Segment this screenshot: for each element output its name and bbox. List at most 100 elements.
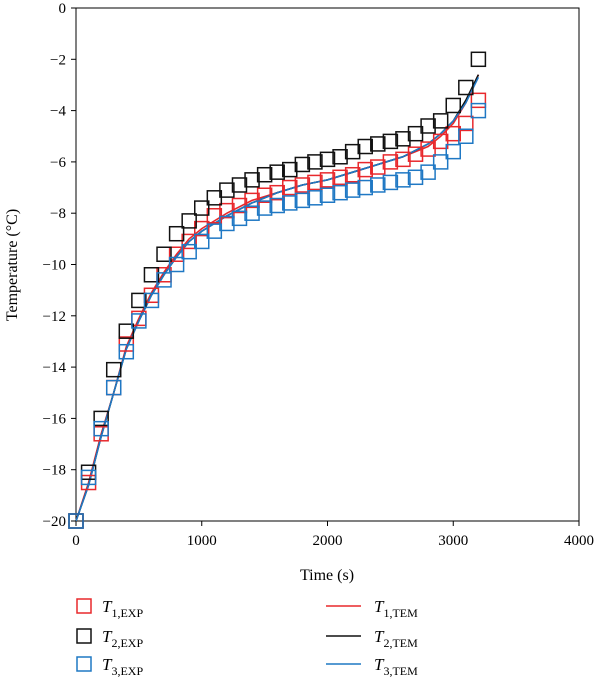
x-axis-title: Time (s) — [300, 567, 354, 584]
marker-t3-exp — [382, 174, 399, 191]
marker-t3-exp — [219, 215, 235, 232]
marker-t3-exp — [244, 205, 260, 221]
marker-t2-exp — [244, 172, 260, 188]
marker-t3-exp — [194, 233, 210, 250]
marker-t3-exp — [407, 169, 424, 186]
marker-t3-exp — [269, 197, 285, 214]
y-tick-label: −18 — [43, 463, 66, 479]
legend-label-t3-exp: T3,EXP — [102, 655, 143, 678]
marker-t3-exp — [156, 272, 172, 288]
x-tick-label: 1000 — [187, 533, 217, 549]
marker-t2-exp — [181, 213, 197, 229]
marker-t2-exp — [370, 136, 386, 152]
marker-t2-exp — [395, 131, 411, 147]
marker-t2-exp — [319, 151, 336, 168]
marker-t2-exp — [458, 79, 474, 96]
legend-marker-t3-exp — [76, 656, 92, 672]
marker-t2-exp — [269, 164, 285, 180]
marker-t3-exp — [458, 128, 474, 144]
series-line-t2-tem — [75, 74, 480, 522]
marker-t2-exp — [470, 51, 487, 68]
legend-marker-t2-exp — [76, 628, 92, 644]
marker-t3-exp — [118, 343, 135, 360]
marker-t3-exp — [370, 177, 386, 193]
marker-t3-exp — [256, 200, 273, 216]
marker-t1-exp — [370, 159, 386, 175]
plot-frame — [75, 7, 580, 522]
y-tick-label: 0 — [59, 1, 67, 17]
y-tick-label: −16 — [43, 411, 67, 427]
marker-t2-exp — [118, 323, 135, 339]
marker-t3-exp — [93, 420, 109, 437]
marker-t1-exp — [357, 161, 373, 178]
y-tick-label: −4 — [50, 104, 66, 120]
marker-t3-exp — [181, 243, 197, 260]
marker-t1-exp — [269, 184, 285, 201]
marker-t2-exp — [357, 138, 373, 155]
marker-t2-exp — [282, 161, 298, 178]
marker-t3-exp — [231, 210, 248, 227]
marker-t3-exp — [332, 184, 348, 201]
marker-t2-exp — [194, 200, 210, 216]
marker-t3-exp — [420, 164, 436, 180]
y-tick-label: −6 — [50, 155, 66, 171]
marker-t2-exp — [307, 154, 323, 170]
marker-t1-exp — [407, 146, 424, 162]
y-tick-label: −14 — [43, 360, 67, 376]
marker-t2-exp — [432, 113, 449, 129]
marker-t3-exp — [105, 379, 122, 396]
marker-t2-exp — [445, 97, 461, 114]
marker-t2-exp — [168, 225, 185, 242]
marker-t1-exp — [332, 169, 348, 186]
marker-t2-exp — [344, 143, 361, 160]
series-line-t3-tem — [75, 76, 480, 522]
marker-t2-exp — [143, 267, 160, 283]
y-tick-label: −20 — [43, 514, 66, 530]
marker-t2-exp — [332, 149, 348, 165]
marker-t2-exp — [131, 292, 147, 309]
marker-t3-exp — [131, 313, 147, 329]
legend-label-t2-tem: T2,TEM — [374, 627, 418, 650]
y-axis-title: Temperature (°C) — [4, 209, 21, 321]
marker-t1-exp — [382, 154, 399, 170]
x-tick-label: 0 — [72, 533, 80, 549]
marker-t1-exp — [294, 177, 311, 193]
marker-t1-exp — [168, 246, 185, 262]
x-tick-label: 4000 — [564, 533, 594, 549]
legend: T1,EXP T2,EXP T3,EXP T1,TEM T2,TEM T3,TEM — [76, 597, 418, 678]
marker-t2-exp — [420, 118, 436, 134]
y-tick-label: −12 — [43, 309, 66, 325]
marker-t3-exp — [470, 102, 487, 119]
marker-t1-exp — [470, 92, 487, 109]
marker-t3-exp — [143, 292, 160, 309]
tick-layer: 0 1000 2000 3000 4000 0 −2 −4 −6 −8 −10 −12 −14 −16 −1… — [43, 1, 594, 549]
marker-t2-exp — [156, 246, 172, 262]
marker-t1-exp — [256, 187, 273, 203]
marker-t1-exp — [307, 174, 323, 191]
marker-t2-exp — [219, 182, 235, 198]
marker-t2-exp — [256, 166, 273, 183]
marker-t3-exp — [344, 182, 361, 198]
series-layer — [68, 51, 487, 529]
marker-t3-exp — [357, 179, 373, 196]
x-tick-label: 3000 — [438, 533, 468, 549]
marker-t1-exp — [458, 115, 474, 132]
marker-t3-exp — [68, 513, 84, 529]
marker-t3-exp — [319, 187, 336, 203]
marker-t3-exp — [445, 143, 461, 160]
marker-t2-exp — [105, 361, 122, 378]
legend-marker-t1-exp — [76, 598, 92, 614]
marker-t3-exp — [80, 469, 97, 486]
marker-t3-exp — [432, 154, 449, 170]
x-tick-label: 2000 — [313, 533, 343, 549]
marker-t3-exp — [294, 192, 311, 209]
series-line-t1-tem — [75, 74, 480, 522]
legend-label-t3-tem: T3,TEM — [374, 655, 418, 678]
marker-t2-exp — [231, 177, 248, 193]
legend-label-t1-exp: T1,EXP — [102, 597, 143, 620]
marker-t1-exp — [344, 166, 361, 183]
marker-t1-exp — [319, 172, 336, 188]
marker-t2-exp — [93, 410, 109, 427]
y-tick-label: −8 — [50, 206, 66, 222]
